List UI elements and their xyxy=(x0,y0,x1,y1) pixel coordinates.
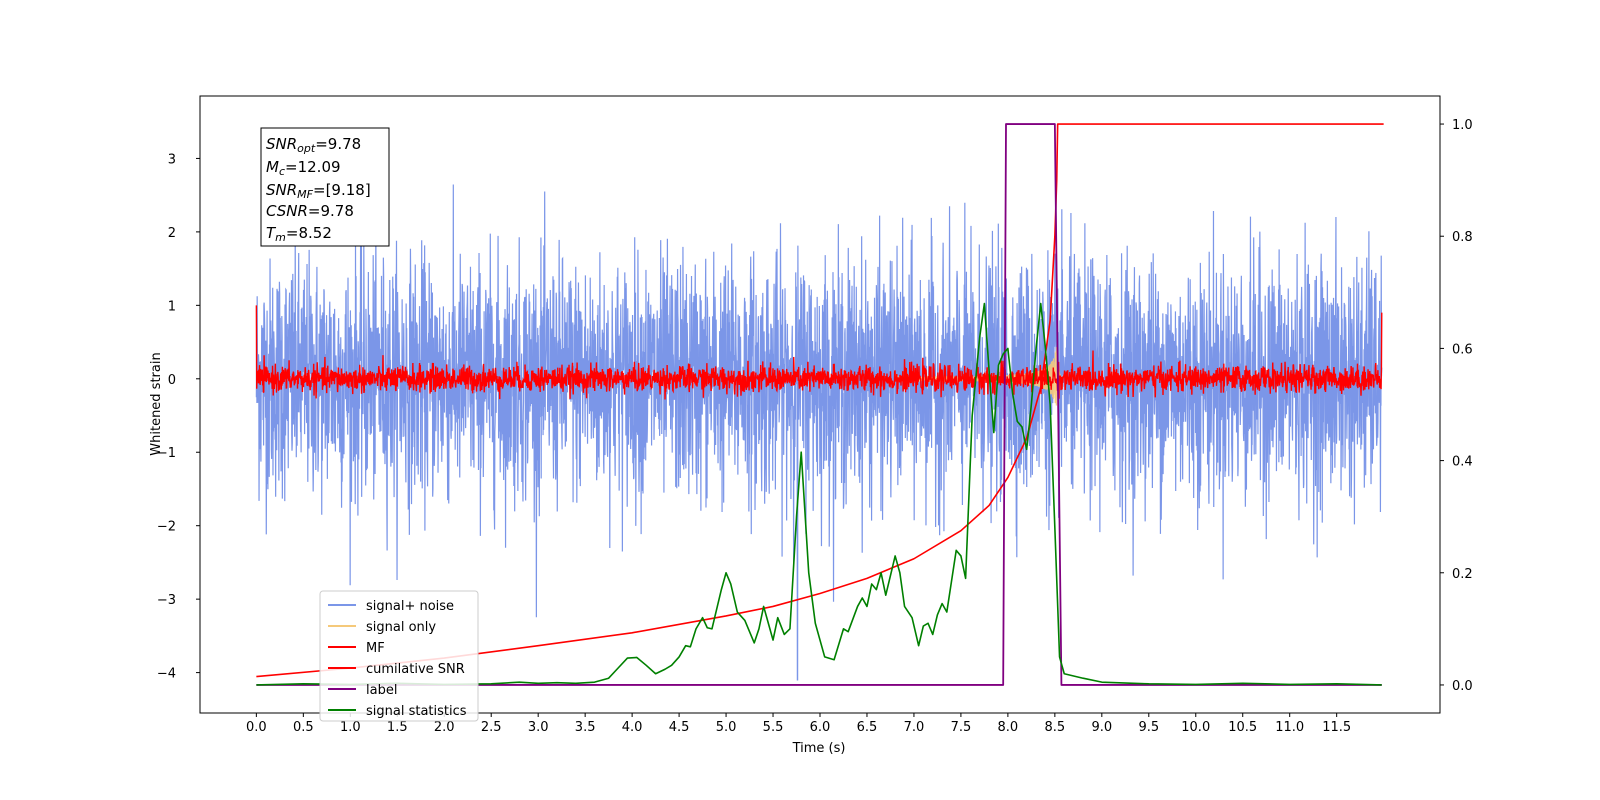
y-tick-label: 3 xyxy=(168,152,176,167)
x-tick-label: 11.5 xyxy=(1322,720,1351,735)
y-right-tick-label: 0.8 xyxy=(1452,230,1473,245)
series-label xyxy=(256,123,1382,686)
legend: signal+ noise signal only MF cumilative SNR… xyxy=(319,590,479,722)
x-tick-label: 9.5 xyxy=(1138,720,1159,735)
annotation-mc: Mc=12.09 xyxy=(266,158,341,178)
annotation-csnr: CSNR=9.78 xyxy=(266,202,354,220)
y-tick-label: −3 xyxy=(157,593,176,608)
x-tick-label: 5.5 xyxy=(763,720,784,735)
annotation-snr-mf: SNRMF=[9.18] xyxy=(266,181,371,201)
x-tick-label: 10.5 xyxy=(1228,720,1257,735)
annotation-box: SNRopt=9.78 Mc=12.09 SNRMF=[9.18] CSNR=9… xyxy=(260,127,390,247)
y-tick-label: −1 xyxy=(157,446,176,461)
y-right-tick-label: 0.4 xyxy=(1452,455,1473,470)
x-tick-label: 6.0 xyxy=(810,720,831,735)
x-tick-label: 2.5 xyxy=(481,720,502,735)
y-axis-ticks: 3 2 1 0 −1 −2 −3 −4 xyxy=(157,152,200,682)
x-tick-label: 6.5 xyxy=(857,720,878,735)
x-tick-label: 1.5 xyxy=(387,720,408,735)
y-right-tick-label: 0.6 xyxy=(1452,342,1473,357)
y-axis-right-ticks: 1.0 0.8 0.6 0.4 0.2 0.0 xyxy=(1440,118,1473,694)
series-cumulative-snr xyxy=(256,123,1384,678)
y-tick-label: 0 xyxy=(168,373,176,388)
series-mf xyxy=(255,305,1383,400)
x-tick-label: 7.0 xyxy=(904,720,925,735)
legend-label: label xyxy=(366,683,397,698)
legend-label: signal statistics xyxy=(366,704,467,719)
y-right-tick-label: 0.2 xyxy=(1452,567,1473,582)
y-axis-label: Whitened strain xyxy=(149,352,164,455)
y-right-tick-label: 1.0 xyxy=(1452,118,1473,133)
x-tick-label: 4.0 xyxy=(622,720,643,735)
y-tick-label: −4 xyxy=(157,667,176,682)
x-tick-label: 9.0 xyxy=(1091,720,1112,735)
x-tick-label: 4.5 xyxy=(669,720,690,735)
x-tick-label: 11.0 xyxy=(1275,720,1304,735)
x-tick-label: 7.5 xyxy=(951,720,972,735)
x-tick-label: 0.5 xyxy=(293,720,314,735)
annotation-frame xyxy=(260,127,390,247)
annotation-snr-opt: SNRopt=9.78 xyxy=(266,135,361,155)
y-tick-label: 1 xyxy=(168,299,176,314)
legend-label: signal+ noise xyxy=(366,599,454,614)
y-tick-label: −2 xyxy=(157,520,176,535)
legend-frame xyxy=(319,590,479,722)
legend-label: MF xyxy=(366,641,385,656)
x-tick-label: 2.0 xyxy=(434,720,455,735)
x-tick-label: 5.0 xyxy=(716,720,737,735)
x-tick-label: 8.5 xyxy=(1045,720,1066,735)
x-tick-label: 8.0 xyxy=(998,720,1019,735)
series-signal-statistics xyxy=(256,302,1382,686)
x-tick-label: 0.0 xyxy=(246,720,267,735)
x-tick-label: 3.5 xyxy=(575,720,596,735)
legend-label: signal only xyxy=(366,620,436,635)
y-right-tick-label: 0.0 xyxy=(1452,679,1473,694)
x-tick-label: 3.0 xyxy=(528,720,549,735)
y-tick-label: 2 xyxy=(168,226,176,241)
legend-label: cumilative SNR xyxy=(366,662,465,677)
x-axis-label: Time (s) xyxy=(792,741,846,756)
x-tick-label: 1.0 xyxy=(340,720,361,735)
x-tick-label: 10.0 xyxy=(1181,720,1210,735)
plot-series xyxy=(255,123,1384,686)
x-axis-ticks: 0.0 0.5 1.0 1.5 2.0 2.5 3.0 3.5 4.0 4.5 5.0 5.5 6.0 6… xyxy=(246,713,1351,735)
annotation-tm: Tm=8.52 xyxy=(266,224,332,244)
